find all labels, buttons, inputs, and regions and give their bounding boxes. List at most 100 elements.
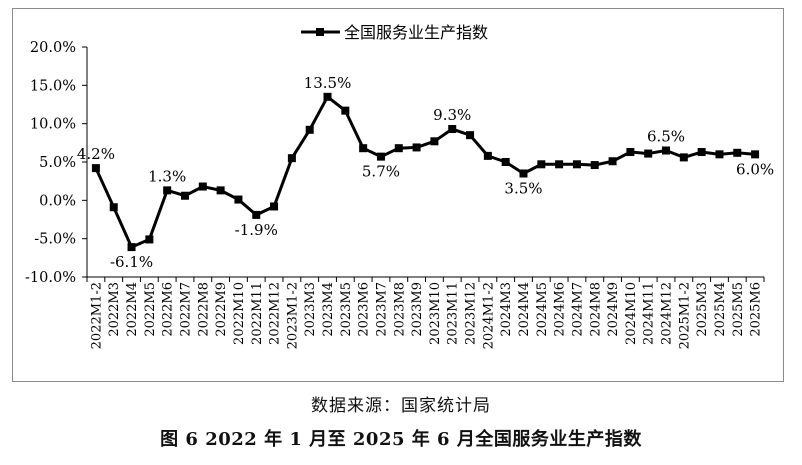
data-point-marker xyxy=(394,144,403,153)
x-tick-label: 2024M9 xyxy=(606,282,621,337)
x-tick-label: 2023M5 xyxy=(339,282,354,337)
data-label: 5.7% xyxy=(362,163,400,181)
x-tick-label: 2025M1-2 xyxy=(677,282,692,349)
data-label: -1.9% xyxy=(235,221,278,239)
data-label: 6.0% xyxy=(736,160,774,178)
y-tick-label: 0.0% xyxy=(39,193,76,209)
source-note: 数据来源：国家统计局 xyxy=(311,396,491,416)
axes xyxy=(86,47,764,278)
data-label: 4.2% xyxy=(77,145,115,163)
y-tick-label: 20.0% xyxy=(30,40,76,56)
x-tick-label: 2022M4 xyxy=(125,282,140,337)
data-point-marker xyxy=(305,125,314,134)
data-point-marker xyxy=(234,195,243,204)
data-point-marker xyxy=(644,149,653,158)
data-point-marker xyxy=(412,143,421,152)
data-point-marker xyxy=(555,160,564,169)
y-axis-ticks: 20.0% 15.0% 10.0% 5.0% 0.0% -5.0% -10.0% xyxy=(25,40,87,286)
data-point-marker xyxy=(163,186,172,195)
data-label: 9.3% xyxy=(433,106,471,124)
x-tick-label: 2023M10 xyxy=(428,282,443,345)
data-point-marker xyxy=(430,137,439,146)
figure-caption: 图 6 2022 年 1 月至 2025 年 6 月全国服务业生产指数 xyxy=(160,429,642,450)
x-tick-label: 2024M4 xyxy=(517,282,532,337)
data-label: 6.5% xyxy=(647,128,685,146)
x-tick-label: 2023M4 xyxy=(321,282,336,337)
legend: 全国服务业生产指数 xyxy=(301,23,488,42)
x-tick-label: 2025M4 xyxy=(713,282,728,337)
data-point-marker xyxy=(376,152,385,161)
data-point-marker xyxy=(483,151,492,160)
data-label: 13.5% xyxy=(304,74,352,92)
chart-frame: 全国服务业生产指数 20.0% 15.0% 10.0% 5.0% 0.0% -5.0% -1… xyxy=(12,8,784,382)
data-point-marker xyxy=(323,92,332,101)
x-tick-label: 2024M8 xyxy=(588,282,603,337)
data-point-marker xyxy=(697,148,706,157)
x-tick-label: 2022M1-2 xyxy=(89,282,104,349)
x-tick-label: 2025M6 xyxy=(749,282,764,337)
x-tick-label: 2024M12 xyxy=(660,282,675,345)
x-tick-label: 2022M11 xyxy=(250,282,265,345)
y-tick-label: 10.0% xyxy=(30,117,76,133)
data-point-marker xyxy=(572,160,581,169)
y-tick-label: -10.0% xyxy=(25,270,76,286)
data-point-marker xyxy=(127,243,136,252)
data-label: 3.5% xyxy=(504,180,542,198)
x-tick-label: 2023M1-2 xyxy=(285,282,300,349)
x-tick-label: 2022M10 xyxy=(232,282,247,345)
data-point-marker xyxy=(341,106,350,115)
x-tick-label: 2024M3 xyxy=(499,282,514,337)
x-tick-label: 2024M11 xyxy=(642,282,657,345)
x-tick-label: 2025M5 xyxy=(731,282,746,337)
x-tick-label: 2024M1-2 xyxy=(481,282,496,349)
data-label: 1.3% xyxy=(148,167,186,185)
y-tick-label: 5.0% xyxy=(39,155,76,171)
data-point-marker xyxy=(662,146,671,155)
x-tick-label: 2023M3 xyxy=(303,282,318,337)
x-tick-label: 2022M12 xyxy=(268,282,283,345)
legend-marker xyxy=(316,28,324,36)
series-line-group xyxy=(91,92,760,252)
data-point-marker xyxy=(679,153,688,162)
data-point-marker xyxy=(626,148,635,157)
x-tick-label: 2022M6 xyxy=(161,282,176,337)
data-point-marker xyxy=(359,144,368,153)
x-tick-label: 2023M8 xyxy=(392,282,407,337)
x-tick-label: 2024M5 xyxy=(535,282,550,337)
data-point-marker xyxy=(109,203,118,212)
x-tick-label: 2022M3 xyxy=(107,282,122,337)
series-line xyxy=(94,95,756,249)
data-point-marker xyxy=(501,158,510,166)
data-point-marker xyxy=(519,169,528,178)
x-tick-label: 2024M6 xyxy=(553,282,568,337)
data-point-marker xyxy=(751,150,760,159)
data-point-marker xyxy=(466,131,475,140)
x-tick-label: 2023M6 xyxy=(357,282,372,337)
data-point-marker xyxy=(733,148,742,157)
legend-label: 全国服务业生产指数 xyxy=(344,23,488,42)
x-tick-label: 2022M9 xyxy=(214,282,229,337)
x-tick-label: 2023M9 xyxy=(410,282,425,337)
x-tick-label: 2023M7 xyxy=(374,282,389,337)
x-tick-label: 2023M11 xyxy=(446,282,461,345)
y-tick-label: 15.0% xyxy=(30,78,76,94)
x-tick-label: 2022M7 xyxy=(178,282,193,337)
data-point-marker xyxy=(91,164,100,173)
data-point-marker xyxy=(145,235,154,244)
x-tick-label: 2023M12 xyxy=(464,282,479,345)
x-tick-label: 2022M5 xyxy=(143,282,158,337)
x-tick-label: 2024M7 xyxy=(570,282,585,337)
data-point-marker xyxy=(537,160,546,169)
y-tick-label: -5.0% xyxy=(34,232,76,248)
x-axis-ticks: 2022M1-2 2022M3 2022M4 2022M5 2022M6 2022M7 20… xyxy=(86,277,765,349)
data-point-marker xyxy=(198,182,207,191)
data-point-marker xyxy=(252,210,261,219)
data-point-marker xyxy=(715,150,724,159)
x-tick-label: 2022M8 xyxy=(196,282,211,337)
x-tick-label: 2024M10 xyxy=(624,282,639,345)
data-point-marker xyxy=(270,202,279,211)
data-point-marker xyxy=(448,125,457,134)
data-point-marker xyxy=(287,154,296,163)
data-labels: 4.2% -6.1% 1.3% -1.9% 13.5% 5.7% 9.3% 3.5% 6.5% 6… xyxy=(77,74,774,271)
data-point-marker xyxy=(180,191,189,200)
